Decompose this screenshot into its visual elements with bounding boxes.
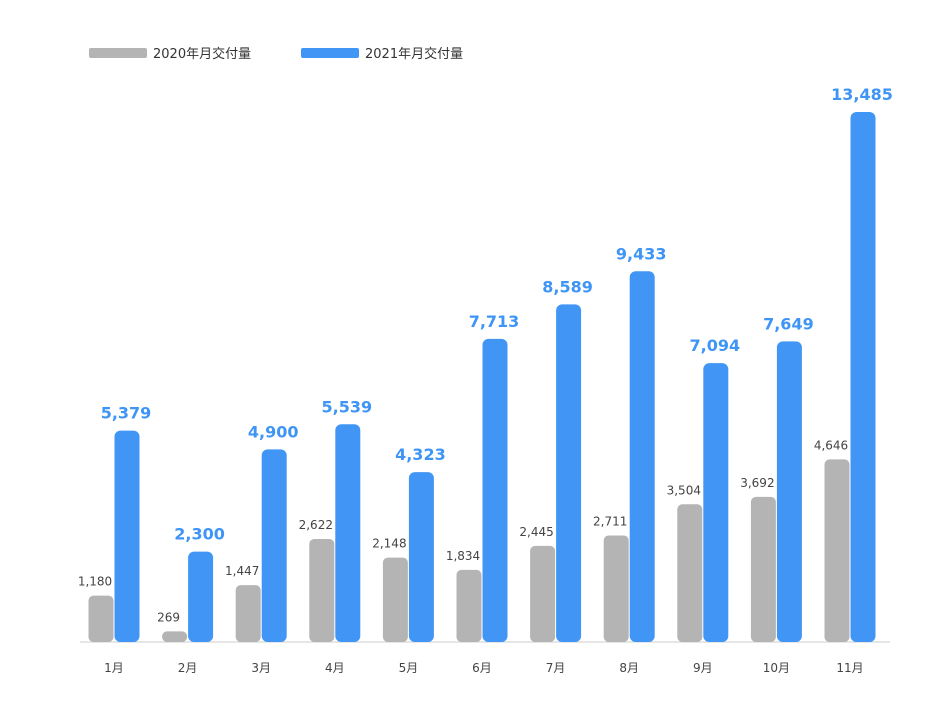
legend-swatch-2021 xyxy=(301,48,359,58)
bar-2021-2 xyxy=(188,551,214,642)
bar-2021-1 xyxy=(114,430,140,642)
value-label-2021-7: 8,589 xyxy=(542,277,593,296)
value-label-2021-2: 2,300 xyxy=(174,525,225,544)
bars-group xyxy=(88,112,876,642)
bar-2021-6 xyxy=(482,338,508,642)
bar-2021-5 xyxy=(408,472,434,642)
value-label-2020-2: 269 xyxy=(157,610,180,624)
bar-2020-6 xyxy=(456,569,482,642)
bar-2021-10 xyxy=(776,341,802,642)
value-label-2021-9: 7,094 xyxy=(689,336,740,355)
x-tick-label-6: 6月 xyxy=(472,661,492,675)
bar-2020-9 xyxy=(677,504,703,642)
value-label-2021-1: 5,379 xyxy=(101,404,152,423)
bar-2021-3 xyxy=(261,449,287,642)
x-tick-label-5: 5月 xyxy=(399,661,419,675)
bar-2021-9 xyxy=(703,363,729,642)
value-label-2021-10: 7,649 xyxy=(763,314,814,333)
x-tick-label-2: 2月 xyxy=(178,661,198,675)
value-label-2020-7: 2,445 xyxy=(519,525,553,539)
value-label-2020-4: 2,622 xyxy=(299,518,333,532)
bar-2020-3 xyxy=(235,585,261,642)
x-tick-label-11: 11月 xyxy=(836,661,863,675)
bar-2020-8 xyxy=(603,535,629,642)
x-tick-label-4: 4月 xyxy=(325,661,345,675)
bar-2020-10 xyxy=(750,496,776,642)
value-labels-group: 1,180 5,379 269 2,300 1,447 4,900 2,622 5,539 2,… xyxy=(78,85,893,624)
value-label-2021-5: 4,323 xyxy=(395,445,446,464)
x-axis-ticks: 1月 2月 3月 4月 5月 6月 7月 8月 9月 10月 11月 xyxy=(104,661,863,675)
bar-2021-7 xyxy=(556,304,582,642)
value-label-2020-6: 1,834 xyxy=(446,549,480,563)
value-label-2021-8: 9,433 xyxy=(616,244,667,263)
chart-legend: 2020年月交付量 2021年月交付量 xyxy=(89,46,463,62)
bar-2021-4 xyxy=(335,424,361,642)
x-tick-label-1: 1月 xyxy=(104,661,124,675)
x-tick-label-9: 9月 xyxy=(693,661,713,675)
bar-2021-11 xyxy=(850,112,876,642)
value-label-2020-5: 2,148 xyxy=(372,537,406,551)
value-label-2020-8: 2,711 xyxy=(593,514,627,528)
legend-label-2020: 2020年月交付量 xyxy=(153,46,251,62)
value-label-2020-1: 1,180 xyxy=(78,575,112,589)
x-tick-label-3: 3月 xyxy=(251,661,271,675)
legend-label-2021: 2021年月交付量 xyxy=(365,46,463,62)
bar-2021-8 xyxy=(629,271,655,642)
bar-2020-11 xyxy=(824,459,850,642)
x-tick-label-7: 7月 xyxy=(546,661,566,675)
value-label-2021-6: 7,713 xyxy=(469,312,520,331)
value-label-2020-10: 3,692 xyxy=(740,476,774,490)
value-label-2021-4: 5,539 xyxy=(321,397,372,416)
value-label-2020-11: 4,646 xyxy=(814,438,848,452)
value-label-2020-9: 3,504 xyxy=(667,483,701,497)
value-label-2021-11: 13,485 xyxy=(831,85,893,104)
bar-2020-5 xyxy=(382,557,408,642)
legend-swatch-2020 xyxy=(89,48,147,58)
bar-2020-1 xyxy=(88,595,114,642)
bar-2020-7 xyxy=(530,545,556,642)
bar-2020-4 xyxy=(309,538,335,642)
x-tick-label-10: 10月 xyxy=(763,661,790,675)
value-label-2021-3: 4,900 xyxy=(248,422,299,441)
bar-2020-2 xyxy=(162,631,188,642)
x-tick-label-8: 8月 xyxy=(619,661,639,675)
value-label-2020-3: 1,447 xyxy=(225,564,259,578)
